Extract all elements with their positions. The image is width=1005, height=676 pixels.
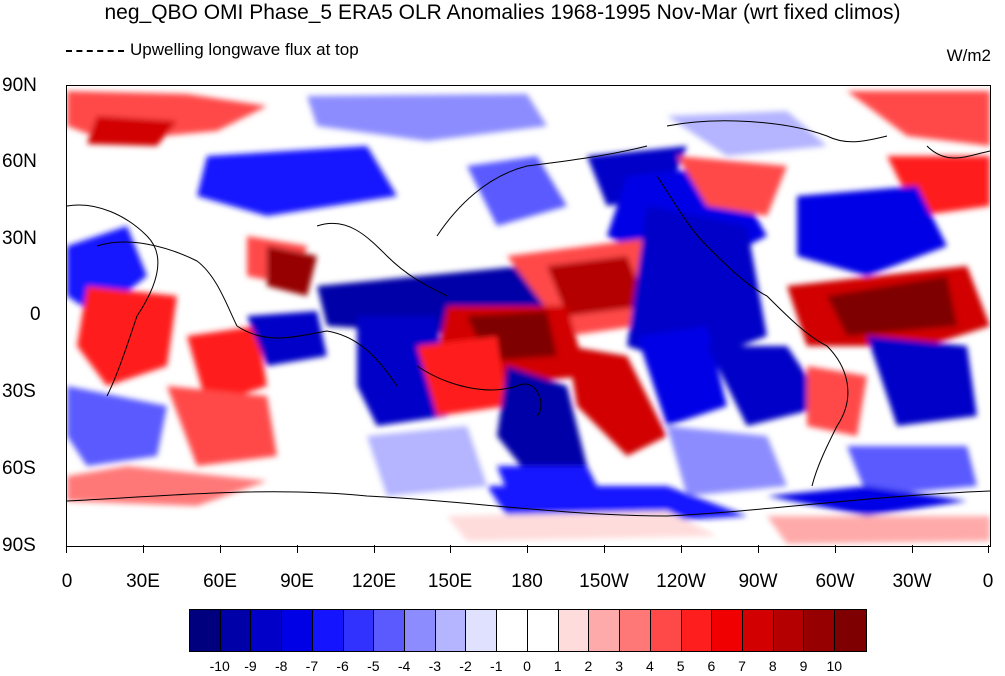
colorbar-box <box>343 610 375 651</box>
colorbar-box <box>282 610 313 651</box>
coastlines <box>67 120 990 517</box>
colorbar-box <box>312 610 344 651</box>
colorbar-box <box>681 610 713 651</box>
x-label-120w: 120W <box>656 571 706 592</box>
line-legend-label: Upwelling longwave flux at top <box>130 40 359 59</box>
colorbar-label: -5 <box>367 658 380 674</box>
colorbar-box <box>742 610 774 651</box>
colorbar-box <box>190 610 221 651</box>
units-label: W/m2 <box>946 46 991 65</box>
colorbar-box <box>527 610 559 651</box>
y-label-60s: 60S <box>2 458 36 479</box>
colorbar-label: 6 <box>707 658 716 674</box>
y-label-90s: 90S <box>2 535 36 556</box>
colorbar-box <box>435 610 467 651</box>
olr-anomaly-field <box>67 86 990 546</box>
colorbar-label: 10 <box>826 658 843 674</box>
colorbar-box <box>620 610 651 651</box>
colorbar-label: -8 <box>274 658 288 674</box>
x-label-0: 0 <box>61 571 73 592</box>
colorbar-label: -6 <box>336 658 349 674</box>
colorbar-box <box>374 610 406 651</box>
colorbar-label: 3 <box>615 658 624 674</box>
x-label-120e: 120E <box>351 571 397 592</box>
colorbar-label: 5 <box>676 658 685 674</box>
colorbar-box <box>251 610 283 651</box>
colorbar <box>189 609 867 652</box>
colorbar-box <box>835 610 866 651</box>
colorbar-box <box>497 610 528 651</box>
colorbar-label: -9 <box>244 658 257 674</box>
colorbar-box <box>650 610 682 651</box>
colorbar-label: 7 <box>738 658 746 674</box>
colorbar-label: 4 <box>646 658 654 674</box>
x-label-90e: 90E <box>280 571 314 592</box>
x-label-0-end: 0 <box>982 571 994 592</box>
colorbar-box <box>804 610 836 651</box>
x-label-30w: 30W <box>892 571 932 592</box>
x-label-60e: 60E <box>203 571 237 592</box>
colorbar-box <box>466 610 498 651</box>
colorbar-label: 0 <box>523 658 531 674</box>
chart-title: neg_QBO OMI Phase_5 ERA5 OLR Anomalies 1… <box>104 1 901 24</box>
y-label-30s: 30S <box>2 381 36 402</box>
x-label-180: 180 <box>511 571 543 592</box>
x-label-60w: 60W <box>815 571 855 592</box>
colorbar-box <box>589 610 621 651</box>
y-label-90n: 90N <box>2 75 37 96</box>
line-legend: Upwelling longwave flux at top <box>66 40 359 60</box>
colorbar-box <box>558 610 590 651</box>
y-label-eq: 0 <box>30 304 41 325</box>
colorbar-box <box>220 610 252 651</box>
colorbar-box <box>712 610 743 651</box>
colorbar-label: -7 <box>305 658 319 674</box>
y-label-60n: 60N <box>2 151 37 172</box>
colorbar-label: -3 <box>428 658 442 674</box>
colorbar-label: -10 <box>209 658 230 674</box>
colorbar-label: 9 <box>799 658 808 674</box>
colorbar-label: -2 <box>459 658 472 674</box>
colorbar-label: 1 <box>553 658 562 674</box>
y-label-30n: 30N <box>2 228 37 249</box>
x-label-150e: 150E <box>427 571 473 592</box>
map-panel <box>66 85 991 547</box>
colorbar-label: -4 <box>397 658 411 674</box>
x-label-150w: 150W <box>579 571 629 592</box>
x-label-30e: 30E <box>126 571 160 592</box>
colorbar-label: 8 <box>768 658 777 674</box>
colorbar-label: 2 <box>584 658 593 674</box>
x-label-90w: 90W <box>738 571 778 592</box>
colorbar-box <box>405 610 436 651</box>
colorbar-label: -1 <box>490 658 503 674</box>
colorbar-box <box>773 610 805 651</box>
dashed-line-sample <box>66 49 124 52</box>
